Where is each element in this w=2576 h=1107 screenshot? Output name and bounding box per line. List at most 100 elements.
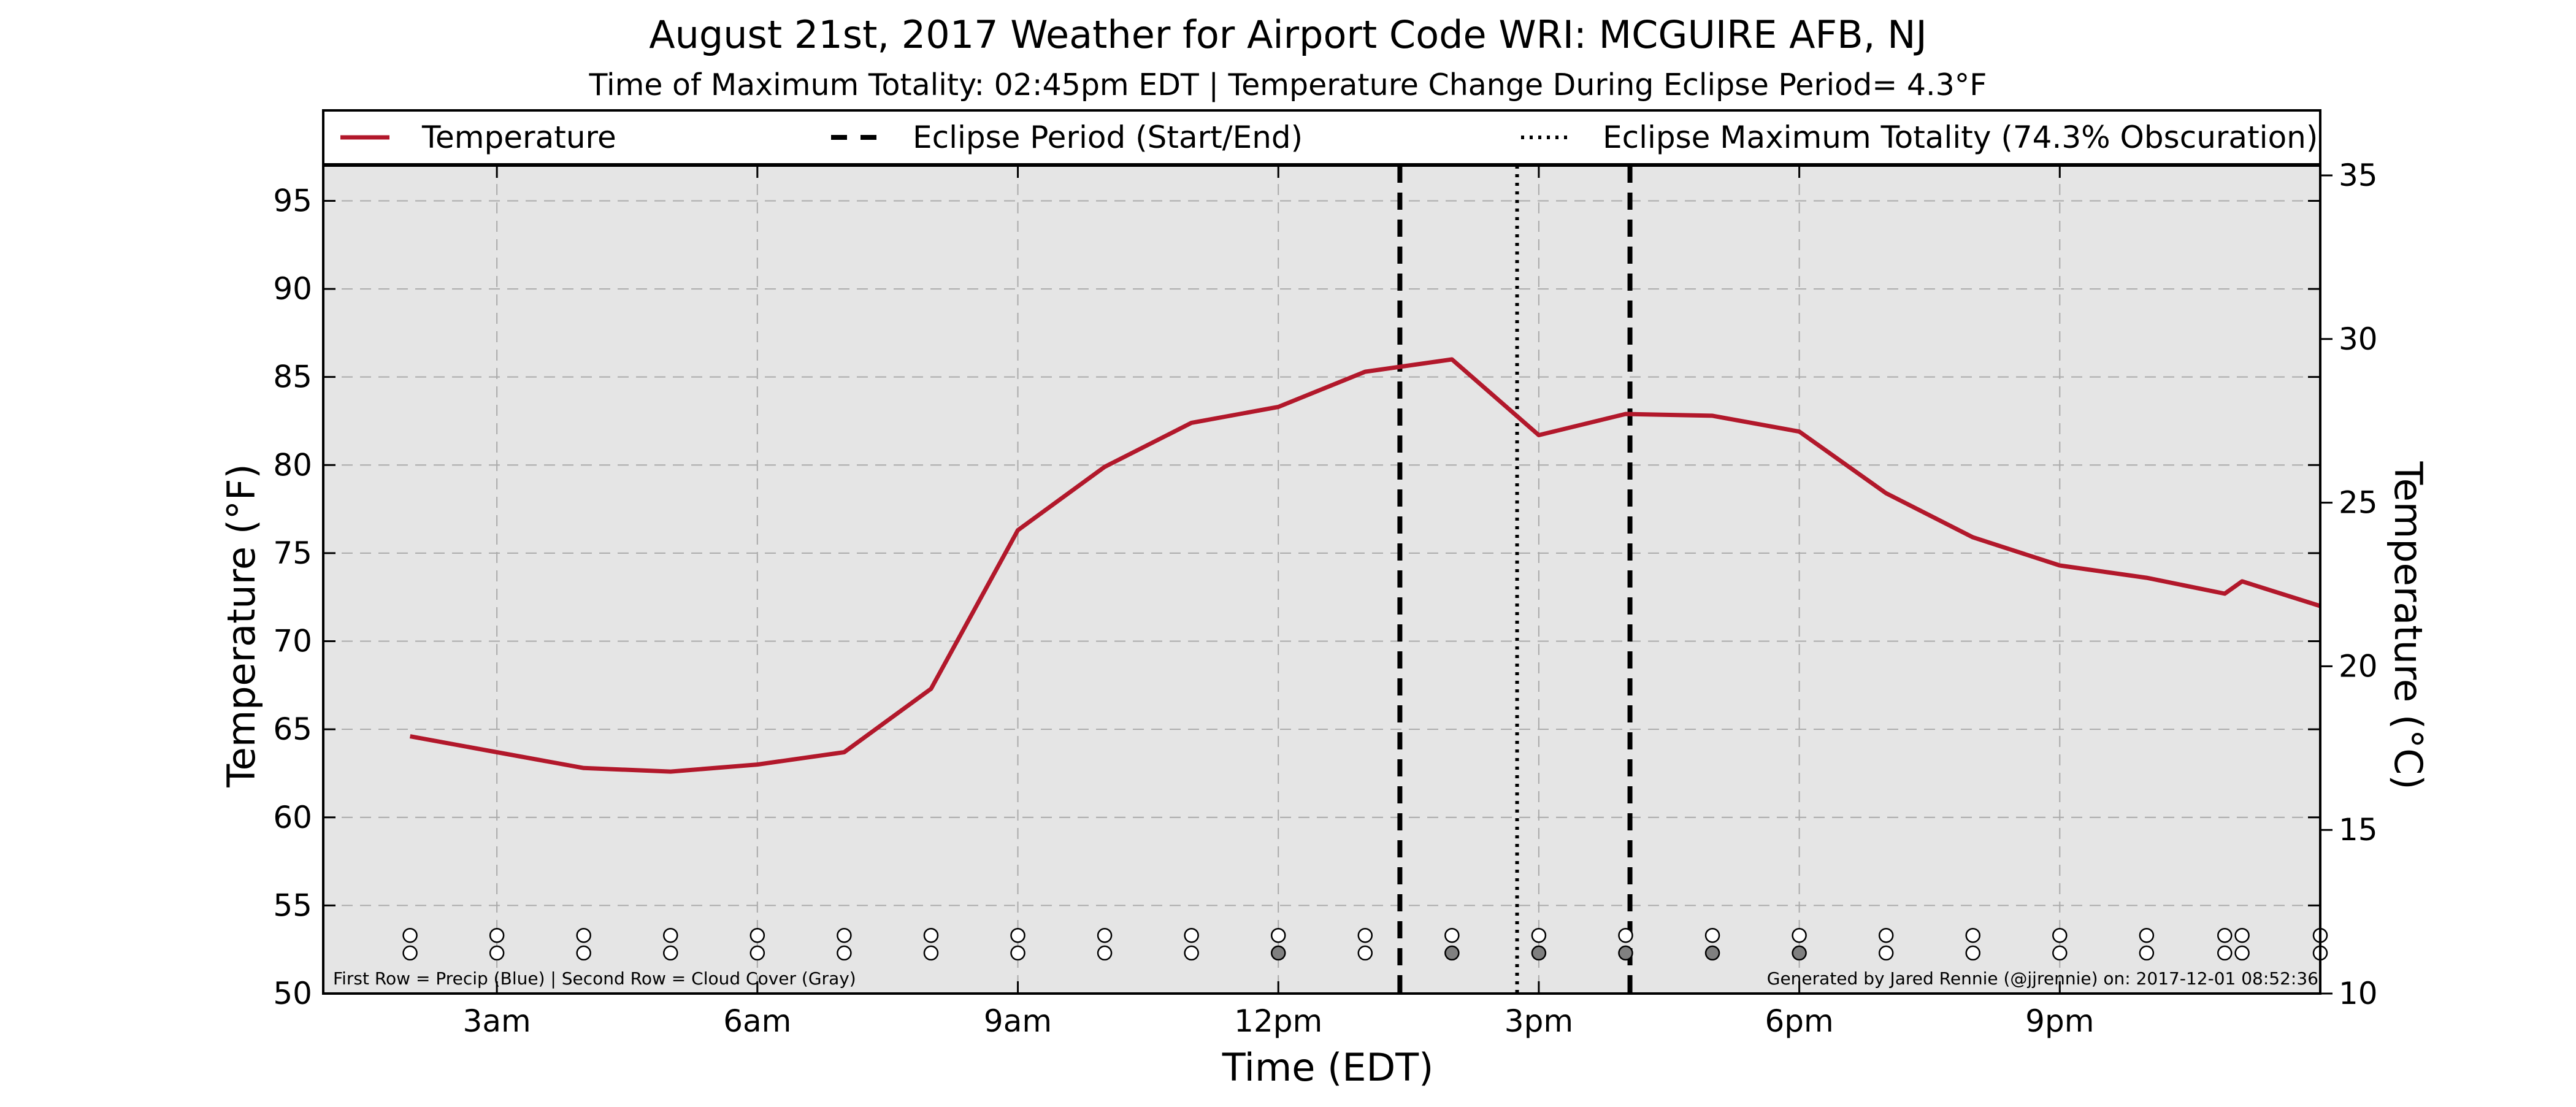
precip-marker	[1097, 927, 1113, 943]
cloud-marker	[402, 945, 418, 961]
cloud-marker	[923, 945, 939, 961]
precip-marker	[1270, 927, 1286, 943]
y-tick-label-left: 50	[273, 976, 312, 1011]
x-tick-label: 9am	[984, 1003, 1052, 1039]
legend-label: Temperature	[421, 120, 616, 155]
temperature-point	[929, 687, 933, 691]
cloud-marker	[2139, 945, 2155, 961]
precip-marker	[837, 927, 852, 943]
x-tick-label: 3am	[463, 1003, 531, 1039]
cloud-marker	[1357, 945, 1373, 961]
y-tick-label-left: 85	[273, 359, 312, 395]
y-tick-label-left: 55	[273, 887, 312, 923]
temperature-point	[2223, 592, 2226, 596]
cloud-marker	[1792, 945, 1807, 961]
cloud-marker	[1444, 945, 1460, 961]
cloud-marker	[1010, 945, 1025, 961]
y-tick-label-right: 15	[2339, 812, 2378, 848]
x-axis-label: Time (EDT)	[1222, 1045, 1434, 1090]
y-tick-label-left: 65	[273, 711, 312, 747]
cloud-marker	[1878, 945, 1894, 961]
y-tick-label-left: 95	[273, 183, 312, 218]
cloud-marker	[1531, 945, 1547, 961]
cloud-marker	[1184, 945, 1199, 961]
temperature-point	[1450, 358, 1454, 361]
temperature-point	[1537, 433, 1541, 437]
y-tick-label-left: 80	[273, 447, 312, 483]
y-tick-label-right: 25	[2339, 485, 2378, 521]
cloud-marker	[576, 945, 591, 961]
temperature-point	[1971, 535, 1975, 539]
legend-box	[322, 109, 2321, 166]
precip-marker	[1010, 927, 1025, 943]
precip-marker	[1965, 927, 1980, 943]
temperature-point	[2241, 580, 2244, 583]
y-tick-label-right: 30	[2339, 321, 2378, 357]
precip-marker	[2139, 927, 2155, 943]
temperature-point	[1884, 491, 1888, 495]
footnote-left: First Row = Precip (Blue) | Second Row =…	[333, 968, 856, 989]
cloud-marker	[2217, 945, 2233, 961]
precip-marker	[1531, 927, 1547, 943]
temperature-point	[669, 770, 672, 773]
cloud-marker	[1965, 945, 1980, 961]
x-tick-label: 6am	[723, 1003, 791, 1039]
chart-subtitle: Time of Maximum Totality: 02:45pm EDT | …	[589, 67, 1987, 102]
x-tick-label: 9pm	[2025, 1003, 2094, 1039]
temperature-point	[1103, 465, 1106, 469]
precip-marker	[1444, 927, 1460, 943]
temperature-point	[2145, 576, 2149, 580]
y-tick-label-left: 70	[273, 624, 312, 659]
temperature-point	[1190, 421, 1194, 424]
legend-label: Eclipse Maximum Totality (74.3% Obscurat…	[1603, 120, 2318, 155]
cloud-marker	[2052, 945, 2068, 961]
precip-marker	[402, 927, 418, 943]
x-tick-label: 6pm	[1765, 1003, 1833, 1039]
y-tick-label-right: 35	[2339, 158, 2378, 193]
cloud-marker	[837, 945, 852, 961]
temperature-point	[495, 750, 499, 754]
temperature-point	[1623, 412, 1627, 416]
x-tick-label: 3pm	[1505, 1003, 1573, 1039]
temperature-point	[1798, 430, 1801, 434]
y-axis-label-left: Temperature (°F)	[219, 464, 264, 787]
cloud-marker	[663, 945, 678, 961]
cloud-marker	[2234, 945, 2250, 961]
precip-marker	[2234, 927, 2250, 943]
y-tick-label-right: 10	[2339, 976, 2378, 1011]
precip-marker	[923, 927, 939, 943]
x-tick-label: 12pm	[1234, 1003, 1322, 1039]
y-axis-label-right: Temperature (°C)	[2386, 461, 2431, 789]
precip-marker	[489, 927, 505, 943]
precip-marker	[2217, 927, 2233, 943]
precip-marker	[2052, 927, 2068, 943]
temperature-point	[1363, 370, 1367, 373]
y-tick-label-left: 75	[273, 535, 312, 571]
temperature-point	[408, 735, 412, 738]
cloud-marker	[1097, 945, 1113, 961]
precip-marker	[1357, 927, 1373, 943]
footnote-right: Generated by Jared Rennie (@jjrennie) on…	[1767, 968, 2318, 989]
temperature-point	[842, 750, 846, 754]
cloud-marker	[749, 945, 765, 961]
cloud-marker	[1618, 945, 1633, 961]
y-tick-label-left: 90	[273, 271, 312, 307]
temperature-point	[2058, 564, 2061, 567]
temperature-point	[1016, 529, 1020, 532]
cloud-marker	[1270, 945, 1286, 961]
chart-title: August 21st, 2017 Weather for Airport Co…	[649, 12, 1927, 57]
precip-marker	[1184, 927, 1199, 943]
precip-marker	[1704, 927, 1720, 943]
precip-marker	[663, 927, 678, 943]
precip-marker	[1792, 927, 1807, 943]
temperature-line	[409, 357, 2321, 774]
y-tick-label-right: 20	[2339, 648, 2378, 684]
y-tick-label-left: 60	[273, 800, 312, 835]
cloud-marker	[489, 945, 505, 961]
precip-marker	[576, 927, 591, 943]
temperature-point	[756, 763, 759, 767]
temperature-point	[1276, 405, 1280, 409]
cloud-marker	[1704, 945, 1720, 961]
